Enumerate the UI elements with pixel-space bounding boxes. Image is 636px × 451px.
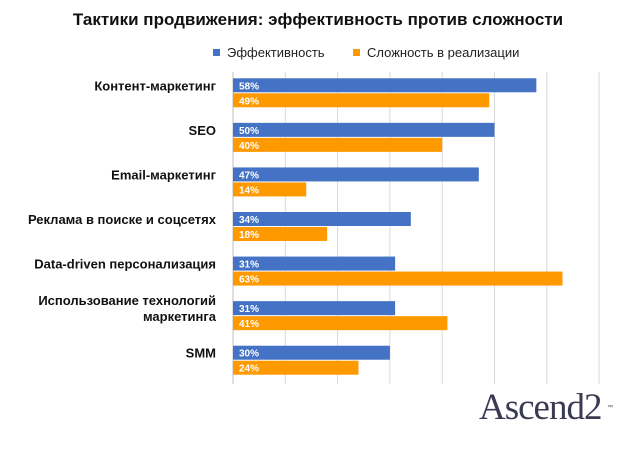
ascend2-logo: Ascend2	[479, 387, 602, 428]
category-label: Контент-маркетинг	[94, 78, 216, 93]
data-label: 40%	[239, 141, 259, 152]
bar-effectiveness	[233, 345, 390, 360]
data-label: 34%	[239, 215, 259, 226]
data-label: 30%	[239, 349, 259, 360]
category-label: SEO	[189, 123, 216, 138]
category-label: Реклама в поиске и соцсетях	[28, 212, 217, 227]
category-label: Email-маркетинг	[111, 167, 216, 182]
legend-item-complexity: Сложность в реализации	[353, 45, 519, 60]
bar-effectiveness	[233, 167, 479, 182]
category-label: SMM	[186, 346, 216, 361]
bar-effectiveness	[233, 256, 396, 271]
bar-effectiveness	[233, 78, 537, 93]
data-label: 31%	[239, 260, 259, 271]
legend-label-complexity: Сложность в реализации	[367, 45, 520, 60]
bar-complexity	[233, 137, 443, 152]
bar-complexity	[233, 360, 359, 375]
data-label: 63%	[239, 275, 259, 286]
bar-effectiveness	[233, 301, 396, 316]
legend-item-effectiveness: Эффективность	[213, 45, 325, 60]
data-label: 18%	[239, 230, 259, 241]
data-label: 49%	[239, 96, 259, 107]
trademark-mark: ™	[607, 405, 613, 411]
legend-label-effectiveness: Эффективность	[227, 45, 325, 60]
bar-effectiveness	[233, 122, 495, 137]
legend-swatch-complexity	[353, 49, 360, 56]
bar-complexity	[233, 182, 307, 197]
data-label: 50%	[239, 126, 259, 137]
bar-complexity	[233, 271, 563, 286]
bar-effectiveness	[233, 212, 411, 226]
data-label: 58%	[239, 81, 259, 92]
legend-swatch-effectiveness	[213, 49, 220, 56]
data-label: 24%	[239, 364, 259, 375]
category-label: маркетинга	[143, 309, 217, 324]
bar-complexity	[233, 227, 328, 241]
data-label: 14%	[239, 185, 259, 196]
data-label: 31%	[239, 304, 259, 315]
chart-title: Тактики продвижения: эффективность проти…	[72, 10, 564, 29]
category-label: Data-driven персонализация	[34, 257, 216, 272]
bar-complexity	[233, 316, 448, 331]
category-label: Использование технологий	[38, 293, 216, 308]
bar-complexity	[233, 93, 490, 108]
data-label: 47%	[239, 170, 259, 181]
data-label: 41%	[239, 319, 259, 330]
